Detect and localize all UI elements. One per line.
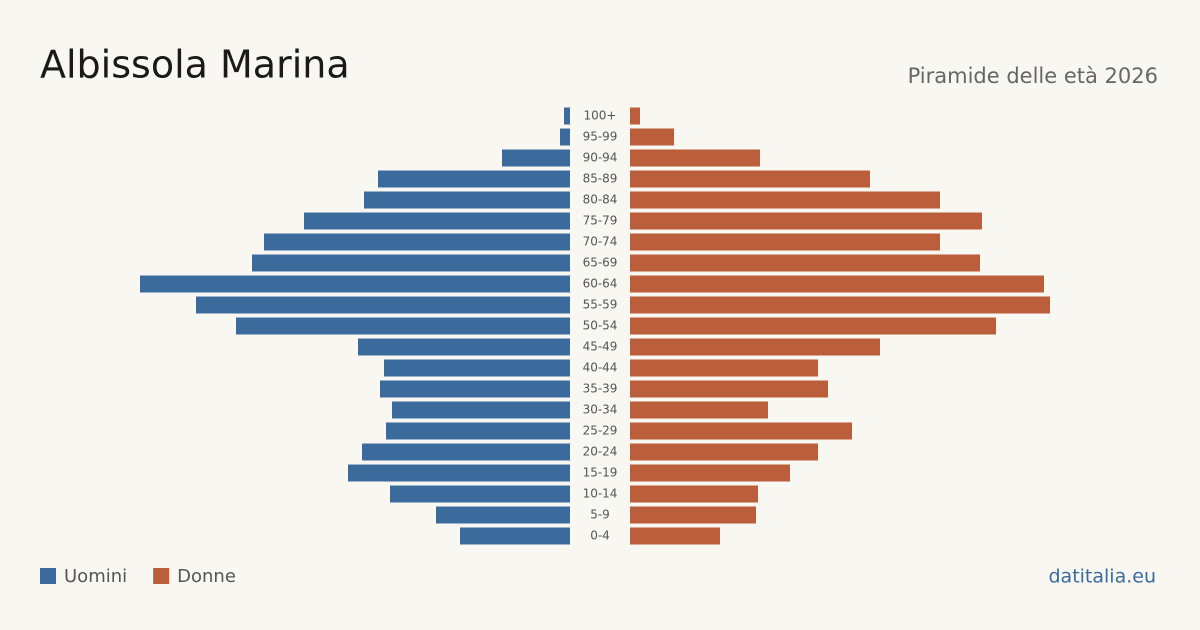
bar (630, 233, 940, 251)
age-label: 45-49 (583, 340, 618, 354)
age-label: 40-44 (583, 361, 618, 375)
bar (630, 107, 640, 125)
age-label: 75-79 (583, 214, 618, 228)
bar (236, 317, 570, 335)
bar (348, 464, 570, 482)
bar (378, 170, 570, 188)
bar (630, 191, 940, 209)
bar (140, 275, 570, 293)
age-label: 0-4 (590, 529, 610, 543)
age-label: 10-14 (583, 487, 618, 501)
bar (386, 422, 570, 440)
bar (264, 233, 570, 251)
bar (630, 380, 828, 398)
age-label: 90-94 (583, 151, 618, 165)
bar (630, 275, 1044, 293)
bar (630, 401, 768, 419)
legend-label: Uomini (64, 566, 127, 587)
bar (392, 401, 570, 419)
bar (436, 506, 570, 524)
age-label: 55-59 (583, 298, 618, 312)
bar (460, 527, 570, 545)
age-label: 95-99 (583, 130, 618, 144)
bar (196, 296, 570, 314)
bar (502, 149, 570, 167)
age-label: 100+ (584, 109, 617, 123)
age-label: 15-19 (583, 466, 618, 480)
age-label: 85-89 (583, 172, 618, 186)
age-label: 60-64 (583, 277, 618, 291)
bar (362, 443, 570, 461)
chart-subtitle: Piramide delle età 2026 (908, 64, 1158, 88)
bar (358, 338, 570, 356)
bar (630, 359, 818, 377)
bar (630, 170, 870, 188)
age-label: 25-29 (583, 424, 618, 438)
bar (384, 359, 570, 377)
legend-swatch (153, 568, 170, 584)
bar (630, 296, 1050, 314)
bar (630, 212, 982, 230)
bar (630, 338, 880, 356)
bar (560, 128, 570, 146)
bar (630, 149, 760, 167)
source: datitalia.eu (1049, 566, 1157, 588)
bar (380, 380, 570, 398)
bar (630, 527, 720, 545)
bar (304, 212, 570, 230)
age-label: 5-9 (590, 508, 610, 522)
age-label: 50-54 (583, 319, 618, 333)
bar (390, 485, 570, 503)
age-label: 20-24 (583, 445, 618, 459)
age-label: 80-84 (583, 193, 618, 207)
bar (630, 254, 980, 272)
age-label: 65-69 (583, 256, 618, 270)
age-label: 35-39 (583, 382, 618, 396)
bar (364, 191, 570, 209)
bar (564, 107, 570, 125)
chart-title: Albissola Marina (40, 43, 350, 87)
legend-label: Donne (177, 566, 236, 587)
bar (630, 464, 790, 482)
bar (630, 485, 758, 503)
bar (630, 443, 818, 461)
bar (630, 128, 674, 146)
age-label: 70-74 (583, 235, 618, 249)
legend-swatch (40, 568, 56, 584)
bar (630, 422, 852, 440)
bar (630, 506, 756, 524)
age-label: 30-34 (583, 403, 618, 417)
bar (630, 317, 996, 335)
bar (252, 254, 570, 272)
